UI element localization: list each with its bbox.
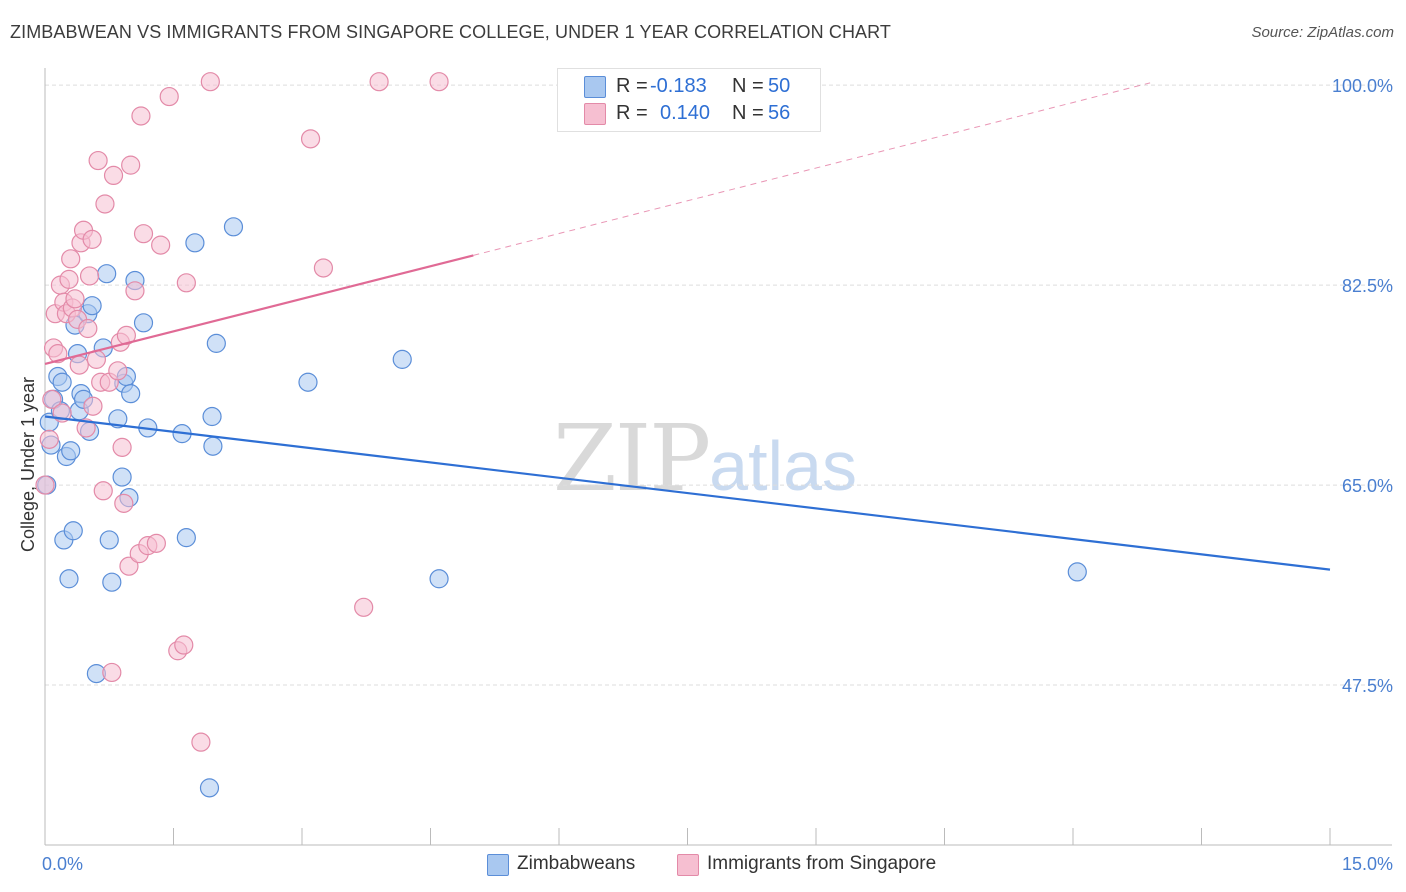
data-point [206,333,226,353]
data-point [176,528,196,548]
data-point [82,296,102,316]
data-point [99,530,119,550]
data-point [392,349,412,369]
data-point [78,318,98,339]
legend-n-label: N = [732,102,764,124]
data-point [112,437,132,457]
data-point [76,418,96,438]
data-point [151,235,171,255]
data-point [108,361,128,381]
trend-line-zimbabweans [44,415,1331,571]
data-point [1067,562,1087,582]
data-point [119,556,139,576]
data-point [83,396,103,416]
data-point [79,266,100,286]
data-point [69,355,89,375]
y-tick-label: 100.0% [1332,76,1393,96]
data-point [112,467,132,487]
data-point [200,72,220,92]
data-point [199,778,220,798]
y-tick-label: 82.5% [1342,276,1393,296]
data-point [61,441,81,461]
data-point [102,572,122,592]
bottom-legend-label: Immigrants from Singapore [707,853,937,874]
x-tick-label: 0.0% [42,854,83,874]
data-point [146,533,166,553]
legend-n-value: 56 [768,102,791,124]
legend-swatch-pink [584,103,606,125]
data-point [429,569,449,589]
bottom-legend-swatch-pink [677,854,699,876]
y-tick-label: 65.0% [1342,476,1393,496]
data-point [97,264,117,284]
legend-swatch-blue [584,76,606,98]
data-point [82,229,102,249]
data-point [59,269,79,289]
correlation-legend: R = -0.183 N = 50 R = 0.140 N = 56 [557,68,821,132]
data-point [114,493,134,513]
source-label: Source: ZipAtlas.com [1251,24,1394,41]
series-zimbabweans [37,217,1087,798]
legend-r-label: R = [616,102,648,124]
data-point [133,224,154,244]
legend-n-label: N = [732,75,764,97]
data-point [203,436,223,456]
series-singapore [35,72,449,752]
data-point [300,129,321,149]
data-point [369,72,389,92]
data-point [185,233,205,253]
data-point [298,372,318,392]
data-point [159,86,179,107]
data-point [131,106,151,126]
data-point [61,249,81,269]
data-point [59,569,79,589]
data-point [42,389,62,409]
data-point [48,344,68,364]
data-point [95,194,115,214]
legend-n-value: 50 [768,75,791,97]
data-point [65,289,85,309]
data-point [121,155,141,175]
chart-title: ZIMBABWEAN VS IMMIGRANTS FROM SINGAPORE … [10,22,892,42]
legend-r-label: R = [616,75,648,97]
bottom-legend-swatch-blue [487,854,509,876]
x-tick-label: 15.0% [1342,854,1393,874]
bottom-legend-label: Zimbabweans [517,853,636,874]
data-point [108,409,128,429]
data-point [63,521,83,541]
data-point [93,481,113,501]
data-point [39,429,59,449]
data-point [35,475,55,495]
data-point [176,273,196,293]
legend-r-value: 0.140 [660,102,711,124]
data-point [102,662,122,683]
data-point [429,72,449,92]
bottom-legend: Zimbabweans Immigrants from Singapore [0,852,1406,878]
data-point [133,313,154,333]
data-point [202,406,222,427]
data-point [191,732,211,752]
y-tick-label: 47.5% [1342,676,1393,696]
data-point [88,150,108,171]
data-point [103,165,124,186]
data-point [52,372,72,392]
data-point [121,384,141,404]
trend-line-singapore [44,254,474,366]
data-point [354,597,374,617]
data-point [125,281,145,301]
data-point [313,258,334,278]
data-point [223,217,244,237]
data-point [174,635,194,655]
legend-r-value: -0.183 [650,75,707,97]
y-axis-label: College, Under 1 year [18,377,38,552]
